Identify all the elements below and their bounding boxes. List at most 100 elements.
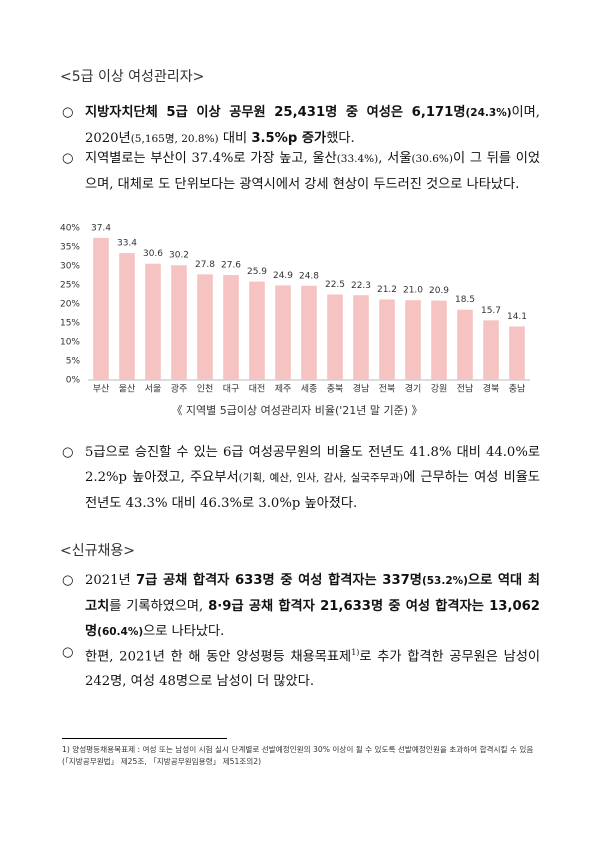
value-label: 27.6 [221,261,241,271]
value-label: 18.5 [455,295,475,305]
text-run: 3.5%p 증가 [251,131,327,146]
bar [197,274,213,380]
bar [509,326,525,380]
value-label: 21.0 [403,286,423,296]
value-label: 25.9 [247,267,267,277]
bar [457,309,473,380]
text-run: , 서울 [378,151,412,166]
text-run: 를 기록하였으며, [109,599,209,614]
bar [223,275,239,380]
text-run: (24.3%) [465,107,512,119]
x-tick-label: 경북 [483,383,500,395]
bullet: ○ [62,151,74,166]
text-run: 에 근무하는 여성 비율도 전년도 43.3% 대비 46.3%로 3.0%p … [85,470,540,511]
footnote: 1) 양성평등채용목표제 : 여성 또는 남성이 시험 실시 단계별로 선발예정… [62,745,534,766]
y-tick-label: 40% [60,224,80,234]
paragraph: ○ 지역별로는 부산이 37.4%로 가장 높고, 울산(33.4%), 서울(3… [62,146,540,197]
text-run: 5급으로 승진할 수 있는 6급 여성공무원의 비율도 전년도 41.8% 대비… [85,445,540,485]
text-run: 지방자치단체 5급 이상 공무원 25,431명 중 여성은 6,171명 [85,105,466,120]
value-label: 24.9 [273,271,293,281]
text-run: 지역별로는 부산이 37.4%로 가장 높고, 울산 [85,151,337,166]
x-tick-label: 인천 [197,384,214,395]
x-tick-label: 전남 [457,384,474,395]
paragraph: ○ 2021년 7급 공채 합격자 633명 중 여성 합격자는 337명(53.… [62,568,540,645]
bar [145,263,161,380]
text-run: (33.4%) [336,153,379,165]
y-tick-label: 15% [60,319,80,329]
value-label: 15.7 [481,306,501,316]
bullet: ○ [62,645,74,660]
text-run: (53.2%) [421,575,468,587]
y-tick-label: 25% [60,281,80,291]
text-run: 이며, 2020년 [85,105,540,146]
y-tick-label: 0% [66,376,81,386]
text-run: 으로 나타났다. [143,624,225,639]
bar [301,285,317,380]
text-run: 이 그 뒤를 이었으며, 대체로 도 단위보다는 광역시에서 강세 현상이 두드… [85,151,540,192]
section-heading: <5급 이상 여성관리자> [60,69,205,85]
x-tick-label: 광주 [171,383,188,395]
footnote-rule [62,738,227,739]
x-tick-label: 경남 [353,383,370,395]
value-label: 22.5 [325,280,345,290]
text-run: 했다. [326,131,355,146]
x-tick-label: 대전 [249,384,266,395]
y-tick-label: 10% [60,338,80,348]
text-run: 한편, 2021년 한 해 동안 양성평등 채용목표제 [85,649,352,665]
bar [275,285,291,380]
x-tick-label: 세종 [301,384,318,395]
x-tick-label: 강원 [431,384,448,395]
x-tick-label: 대구 [223,384,240,395]
x-tick-label: 충북 [327,384,344,395]
paragraph: ○ 5급으로 승진할 수 있는 6급 여성공무원의 비율도 전년도 41.8% 대… [62,440,540,516]
x-tick-label: 부산 [93,384,110,395]
y-tick-label: 35% [60,243,80,253]
bar [249,281,265,380]
text-run: (기획, 예산, 인사, 감사, 실국주무과) [238,472,404,484]
paragraph: ○ 한편, 2021년 한 해 동안 양성평등 채용목표제1)로 추가 합격한 공… [62,640,540,694]
text-run: 대비 [218,131,252,146]
value-label: 24.8 [299,271,319,281]
text-run: 8·9급 공채 합격자 21,633명 중 여성 합격자는 13,062명 [85,599,540,639]
text-run: (60.4%) [97,626,144,638]
text-run: 로 추가 합격한 공무원은 남성이 242명, 여성 48명으로 남성이 더 많… [85,649,540,690]
bar [171,265,187,380]
text-run: 1) [351,648,360,657]
bullet: ○ [62,445,74,460]
x-tick-label: 울산 [119,384,136,395]
bar [93,237,109,380]
value-label: 30.2 [169,251,189,261]
text-run: 7급 공채 합격자 633명 중 여성 합격자는 337명 [135,573,422,588]
bar [483,320,499,380]
y-tick-label: 30% [60,262,80,272]
x-tick-label: 전북 [379,384,396,395]
bar [431,300,447,380]
bar [405,300,421,380]
bullet: ○ [62,573,74,588]
bullet: ○ [62,105,74,120]
x-tick-label: 경기 [405,383,422,395]
bar [119,253,135,380]
bar [379,299,395,380]
value-label: 30.6 [143,249,163,259]
text-run: 2021년 [85,573,136,588]
value-label: 14.1 [507,312,527,322]
value-label: 20.9 [429,286,449,296]
text-run: (30.6%) [411,153,454,165]
paragraph: ○ 지방자치단체 5급 이상 공무원 25,431명 중 여성은 6,171명(2… [62,100,540,152]
value-label: 21.2 [377,285,397,295]
y-tick-label: 5% [66,357,81,367]
x-tick-label: 서울 [145,384,162,395]
text-run: 으로 역대 최고치 [85,573,541,614]
x-tick-label: 충남 [509,384,526,395]
bar [327,294,343,380]
value-label: 37.4 [91,223,111,233]
bar [353,295,369,380]
section-heading: <신규채용> [60,543,135,559]
y-tick-label: 20% [60,300,80,310]
x-tick-label: 제주 [275,384,292,395]
value-label: 33.4 [117,239,137,249]
chart: 《 지역별 5급이상 여성관리자 비율('21년 말 기준) 》 0% 5% 10%… [60,223,530,417]
value-label: 22.3 [351,281,371,291]
